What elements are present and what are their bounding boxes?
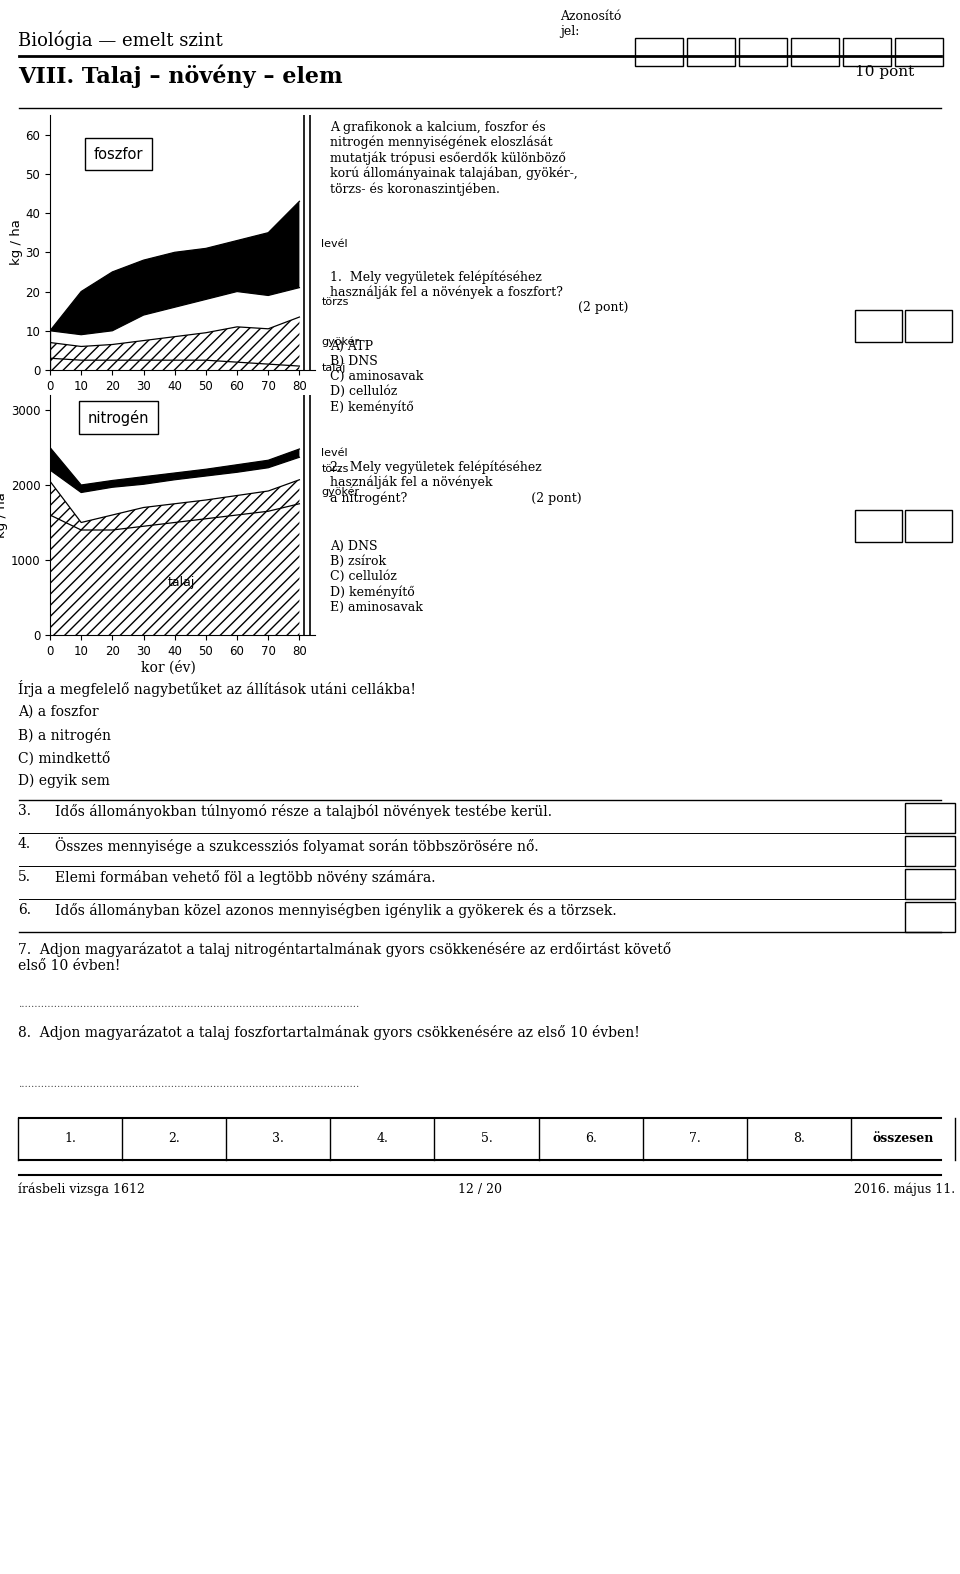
Text: gyökér: gyökér bbox=[322, 486, 359, 497]
Text: A) ATP
B) DNS
C) aminosavak
D) cellulóz
E) keményítő: A) ATP B) DNS C) aminosavak D) cellulóz … bbox=[330, 340, 423, 414]
Text: kor (év): kor (év) bbox=[140, 660, 196, 674]
Y-axis label: kg / ha: kg / ha bbox=[10, 219, 23, 266]
Text: Elemi formában vehető föl a legtöbb növény számára.: Elemi formában vehető föl a legtöbb növé… bbox=[55, 870, 436, 885]
Text: összesen: összesen bbox=[873, 1133, 934, 1146]
Text: ................................................................................: ........................................… bbox=[18, 999, 359, 1009]
Text: A grafikonok a kalcium, foszfor és
nitrogén mennyiségének eloszlását
mutatják tr: A grafikonok a kalcium, foszfor és nitro… bbox=[330, 120, 578, 195]
Text: 6.: 6. bbox=[18, 903, 31, 918]
Text: C) mindkettő: C) mindkettő bbox=[18, 751, 110, 765]
Text: gyökér: gyökér bbox=[322, 337, 359, 346]
Text: Idős állományban közel azonos mennyiségben igénylik a gyökerek és a törzsek.: Idős állományban közel azonos mennyiségb… bbox=[55, 903, 616, 918]
Text: 3.: 3. bbox=[18, 804, 31, 818]
Text: 7.  Adjon magyarázatot a talaj nitrogéntartalmának gyors csökkenésére az erdőirt: 7. Adjon magyarázatot a talaj nitrogénta… bbox=[18, 941, 671, 973]
Text: 3.: 3. bbox=[273, 1133, 284, 1146]
Text: 8.: 8. bbox=[793, 1133, 804, 1146]
Text: talaj: talaj bbox=[167, 576, 195, 589]
Text: 7.: 7. bbox=[689, 1133, 701, 1146]
Text: 2.: 2. bbox=[168, 1133, 180, 1146]
Text: 4.: 4. bbox=[18, 837, 31, 852]
Text: Idős állományokban túlnyomó része a talajból növények testébe kerül.: Idős állományokban túlnyomó része a tala… bbox=[55, 804, 552, 818]
Text: ................................................................................: ........................................… bbox=[18, 1080, 359, 1089]
Text: Biológia — emelt szint: Biológia — emelt szint bbox=[18, 30, 223, 49]
Text: B) a nitrogén: B) a nitrogén bbox=[18, 729, 111, 743]
Text: 4.: 4. bbox=[376, 1133, 389, 1146]
Text: levél: levél bbox=[322, 239, 348, 249]
Text: talaj: talaj bbox=[322, 364, 346, 373]
Text: 1.  Mely vegyületek felépítéséhez
használják fel a növények a foszfort?
        : 1. Mely vegyületek felépítéséhez használ… bbox=[330, 271, 629, 315]
Text: 5.: 5. bbox=[18, 870, 31, 885]
Text: VIII. Talaj – növény – elem: VIII. Talaj – növény – elem bbox=[18, 65, 343, 88]
Text: törzs: törzs bbox=[322, 463, 348, 474]
Text: D) egyik sem: D) egyik sem bbox=[18, 774, 109, 789]
Text: 1.: 1. bbox=[64, 1133, 76, 1146]
Text: Összes mennyisége a szukcessziós folyamat során többszörösére nő.: Összes mennyisége a szukcessziós folyama… bbox=[55, 837, 539, 855]
Text: 10 pont: 10 pont bbox=[855, 65, 914, 79]
Text: törzs: törzs bbox=[322, 297, 348, 307]
Text: A) a foszfor: A) a foszfor bbox=[18, 705, 99, 719]
Text: 2016. május 11.: 2016. május 11. bbox=[853, 1184, 955, 1196]
Text: Azonosító
jel:: Azonosító jel: bbox=[560, 9, 621, 38]
Text: levél: levél bbox=[322, 449, 348, 458]
Text: Írja a megfelelő nagybetűket az állítások utáni cellákba!: Írja a megfelelő nagybetűket az állításo… bbox=[18, 680, 416, 697]
Text: A) DNS
B) zsírok
C) cellulóz
D) keményítő
E) aminosavak: A) DNS B) zsírok C) cellulóz D) keményít… bbox=[330, 540, 422, 614]
Y-axis label: kg / ha: kg / ha bbox=[0, 493, 8, 538]
Text: foszfor: foszfor bbox=[94, 146, 143, 162]
Text: 8.  Adjon magyarázatot a talaj foszfortartalmának gyors csökkenésére az első 10 : 8. Adjon magyarázatot a talaj foszfortar… bbox=[18, 1025, 639, 1040]
Text: 6.: 6. bbox=[585, 1133, 596, 1146]
Text: 2.  Mely vegyületek felépítéséhez
használják fel a növények
a nitrogént?        : 2. Mely vegyületek felépítéséhez használ… bbox=[330, 460, 582, 505]
Text: írásbeli vizsga 1612: írásbeli vizsga 1612 bbox=[18, 1184, 145, 1196]
Text: 12 / 20: 12 / 20 bbox=[458, 1184, 502, 1196]
Text: nitrogén: nitrogén bbox=[87, 409, 150, 425]
Text: 5.: 5. bbox=[481, 1133, 492, 1146]
